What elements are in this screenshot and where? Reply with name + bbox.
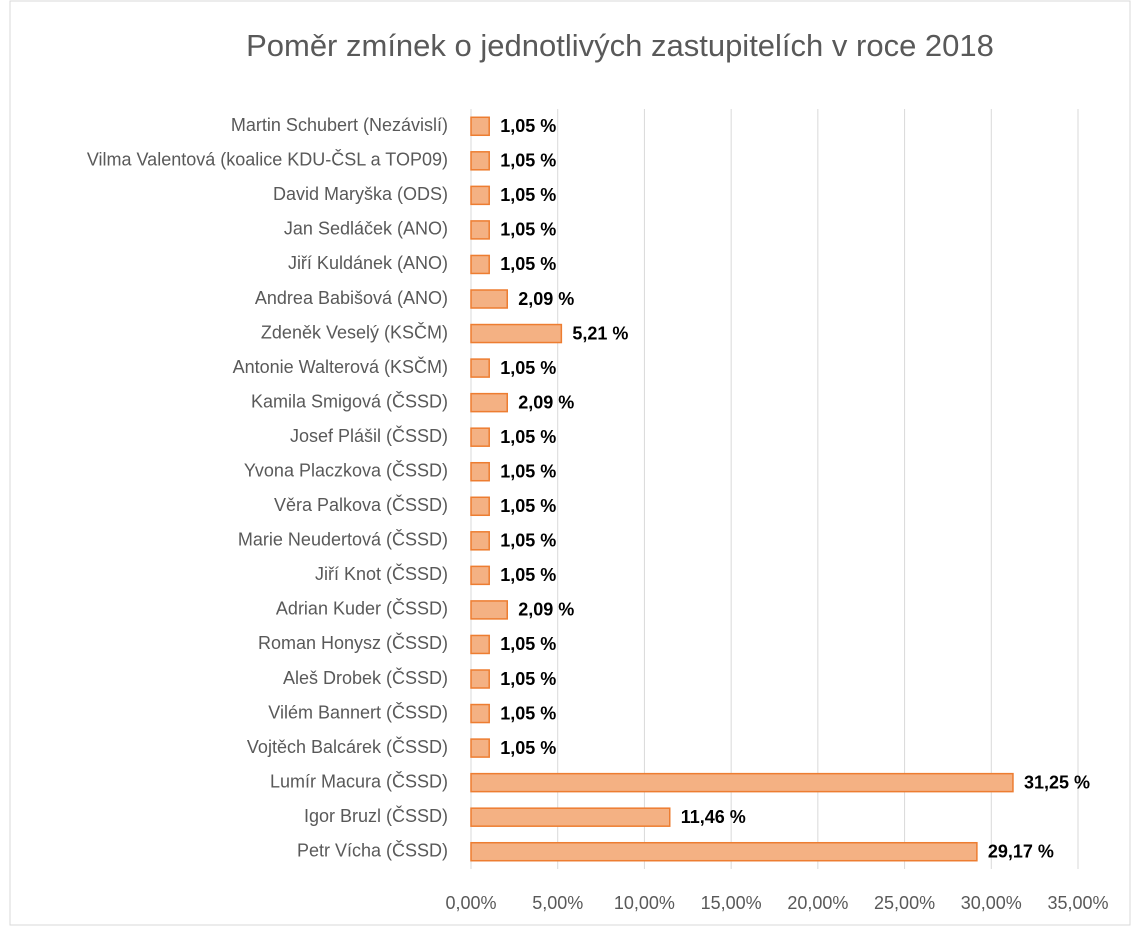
- bar: [470, 220, 490, 240]
- data-label: 1,05 %: [500, 461, 556, 481]
- bar: [470, 600, 508, 620]
- bar: [470, 323, 563, 344]
- bar: [470, 461, 490, 482]
- y-tick-label: Aleš Drobek (ČSSD): [283, 667, 448, 688]
- bar: [470, 151, 490, 171]
- x-tick-label: 20,00%: [787, 893, 848, 913]
- data-label: 1,05 %: [500, 738, 556, 758]
- bar: [470, 496, 490, 517]
- bar: [470, 116, 490, 137]
- x-tick-label: 5,00%: [532, 893, 583, 913]
- x-tick-label: 25,00%: [874, 893, 935, 913]
- y-tick-label: Věra Palkova (ČSSD): [274, 494, 448, 515]
- y-tick-label: Adrian Kuder (ČSSD): [276, 598, 448, 619]
- y-tick-label: Andrea Babišová (ANO): [255, 288, 448, 308]
- y-tick-label: Igor Bruzl (ČSSD): [304, 805, 448, 826]
- y-tick-label: Marie Neudertová (ČSSD): [238, 529, 448, 550]
- bar: [470, 772, 1014, 793]
- bar: [470, 565, 490, 586]
- y-tick-label: Vojtěch Balcárek (ČSSD): [247, 736, 448, 757]
- data-label: 2,09 %: [518, 289, 574, 309]
- bar: [470, 738, 490, 758]
- bar: [470, 669, 490, 689]
- bar: [470, 427, 490, 447]
- y-tick-label: Lumír Macura (ČSSD): [270, 770, 448, 791]
- data-label: 1,05 %: [500, 496, 556, 516]
- data-label: 2,09 %: [518, 600, 574, 620]
- y-tick-label: Josef Plášil (ČSSD): [290, 425, 448, 446]
- x-tick-label: 35,00%: [1047, 893, 1108, 913]
- y-tick-label: Kamila Smigová (ČSSD): [251, 390, 448, 411]
- data-label: 2,09 %: [518, 392, 574, 412]
- y-tick-label: Petr Vícha (ČSSD): [297, 839, 448, 860]
- data-label: 1,05 %: [500, 427, 556, 447]
- x-tick-label: 10,00%: [614, 893, 675, 913]
- y-tick-label: Jan Sedláček (ANO): [284, 219, 448, 239]
- y-tick-label: David Maryška (ODS): [273, 184, 448, 204]
- bar: [470, 185, 490, 206]
- data-label: 29,17 %: [988, 841, 1054, 861]
- data-label: 1,05 %: [500, 703, 556, 723]
- y-tick-label: Roman Honysz (ČSSD): [258, 632, 448, 653]
- y-tick-label: Zdeněk Veselý (KSČM): [261, 321, 448, 342]
- bar: [470, 289, 508, 309]
- bar: [470, 634, 490, 655]
- y-tick-label: Antonie Walterová (KSČM): [233, 356, 448, 377]
- data-label: 1,05 %: [500, 254, 556, 274]
- y-tick-label: Jiří Kuldánek (ANO): [288, 253, 448, 273]
- bar: [470, 841, 978, 862]
- x-tick-label: 15,00%: [701, 893, 762, 913]
- data-label: 1,05 %: [500, 565, 556, 585]
- data-label: 1,05 %: [500, 634, 556, 654]
- bar: [470, 254, 490, 275]
- chart-border: [9, 0, 1131, 926]
- data-label: 1,05 %: [500, 151, 556, 171]
- bar: [470, 703, 490, 724]
- y-tick-label: Vilém Bannert (ČSSD): [268, 701, 448, 722]
- data-label: 1,05 %: [500, 669, 556, 689]
- y-tick-label: Yvona Placzkova (ČSSD): [244, 459, 448, 480]
- bar: [470, 531, 490, 551]
- data-label: 1,05 %: [500, 220, 556, 240]
- y-tick-label: Martin Schubert (Nezávislí): [231, 115, 448, 135]
- data-label: 5,21 %: [572, 323, 628, 343]
- data-label: 1,05 %: [500, 358, 556, 378]
- y-tick-label: Vilma Valentová (koalice KDU-ČSL a TOP09…: [87, 149, 448, 170]
- bar: [470, 807, 671, 827]
- data-label: 1,05 %: [500, 185, 556, 205]
- data-label: 1,05 %: [500, 531, 556, 551]
- bar: [470, 392, 508, 413]
- chart-title: Poměr zmínek o jednotlivých zastupitelíc…: [246, 28, 994, 63]
- data-label: 11,46 %: [681, 807, 746, 827]
- y-tick-label: Jiří Knot (ČSSD): [315, 563, 448, 584]
- data-label: 1,05 %: [500, 116, 556, 136]
- data-label: 31,25 %: [1024, 772, 1090, 792]
- bar: [470, 358, 490, 378]
- x-tick-label: 30,00%: [961, 893, 1022, 913]
- x-tick-label: 0,00%: [445, 893, 496, 913]
